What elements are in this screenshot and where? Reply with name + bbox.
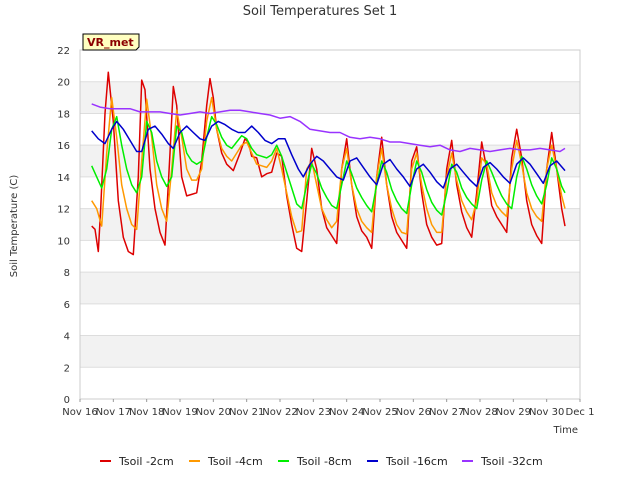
annotation-text: VR_met (87, 36, 134, 49)
y-tick-label: 8 (64, 268, 70, 279)
x-tick-label: Nov 21 (229, 407, 264, 418)
y-tick-label: 0 (64, 395, 70, 406)
annotation-badge: VR_met (82, 33, 140, 51)
x-tick-label: Nov 23 (296, 407, 331, 418)
legend-label: Tsoil -2cm (118, 455, 174, 468)
legend-label: Tsoil -16cm (385, 455, 448, 468)
x-tick-label: Nov 25 (362, 407, 397, 418)
series-line-0 (91, 71, 566, 256)
x-tick-label: Nov 22 (262, 407, 297, 418)
y-tick-label: 16 (57, 141, 70, 152)
y-axis-ticks: 0 2 4 6 8 10 12 14 16 18 20 22 (57, 46, 70, 406)
x-tick-label: Nov 18 (129, 407, 164, 418)
y-tick-label: 20 (57, 78, 70, 89)
y-tick-label: 6 (64, 300, 70, 311)
x-tick-label: Nov 16 (62, 407, 97, 418)
y-axis-label: Soil Temperature (C) (9, 175, 20, 278)
legend-label: Tsoil -32cm (480, 455, 543, 468)
y-tick-label: 2 (64, 363, 70, 374)
x-tick-label: Nov 20 (196, 407, 231, 418)
chart-title: Soil Temperatures Set 1 (243, 4, 398, 19)
grid-band (80, 335, 580, 368)
x-tick-label: Nov 24 (329, 407, 364, 418)
y-tick-label: 10 (57, 236, 70, 247)
series-line-4 (91, 103, 566, 153)
legend: Tsoil -2cm Tsoil -4cm Tsoil -8cm Tsoil -16c… (100, 455, 543, 468)
legend-label: Tsoil -8cm (296, 455, 352, 468)
x-tick-label: Nov 27 (429, 407, 464, 418)
x-tick-label: Nov 28 (462, 407, 497, 418)
y-tick-label: 22 (57, 46, 70, 57)
x-axis-label: Time (553, 425, 578, 436)
x-tick-label: Nov 17 (96, 407, 131, 418)
x-tick-label: Nov 29 (496, 407, 531, 418)
x-tick-label: Nov 26 (396, 407, 431, 418)
series-lines (91, 71, 566, 256)
series-line-3 (91, 120, 566, 189)
grid-band (80, 81, 580, 114)
x-tick-label: Nov 19 (162, 407, 197, 418)
x-tick-label: Nov 30 (529, 407, 564, 418)
y-tick-label: 12 (57, 205, 70, 216)
y-tick-label: 18 (57, 109, 70, 120)
y-tick-label: 4 (64, 332, 70, 343)
series-line-2 (91, 115, 566, 216)
y-tick-label: 14 (57, 173, 70, 184)
legend-label: Tsoil -4cm (207, 455, 263, 468)
x-tick-label: Dec 1 (566, 407, 595, 418)
grid-band (80, 272, 580, 304)
plot-frame (79, 49, 581, 400)
